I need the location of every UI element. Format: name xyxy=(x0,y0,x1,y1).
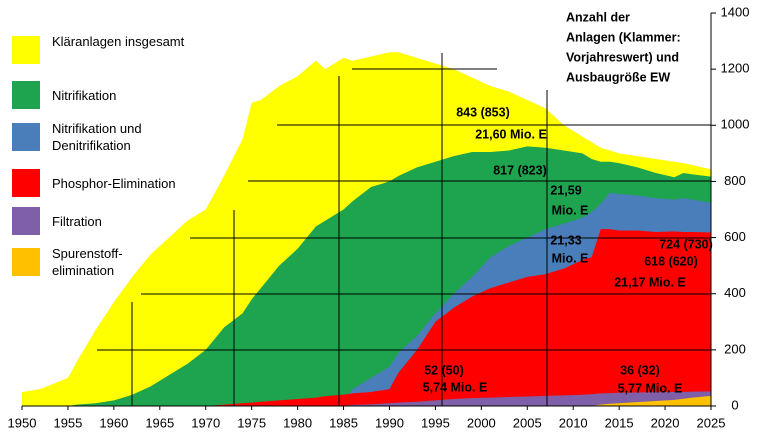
legend-swatch xyxy=(12,207,40,235)
annotation: 52 (50) xyxy=(424,363,464,377)
x-tick-label: 1965 xyxy=(145,415,174,430)
legend-label: Kläranlagen insgesamt xyxy=(52,34,185,49)
annotation: 5,77 Mio. E xyxy=(618,381,683,395)
legend-swatch xyxy=(12,248,40,276)
legend-label: Nitrifikation und Denitrifikation xyxy=(52,121,142,153)
chart-title: Anzahl der xyxy=(566,10,630,24)
annotation: 618 (620) xyxy=(644,254,698,268)
area xyxy=(22,395,711,406)
annotation: 21,33 xyxy=(550,233,581,247)
x-tick-label: 1995 xyxy=(421,415,450,430)
y-tick-label: 1400 xyxy=(721,4,750,19)
annotation: Mio. E xyxy=(552,251,589,265)
x-tick-label: 2015 xyxy=(605,415,634,430)
legend-swatch xyxy=(12,123,40,151)
y-tick-label: 400 xyxy=(724,285,746,300)
y-tick-label: 0 xyxy=(731,397,738,412)
x-tick-label: 1950 xyxy=(8,415,37,430)
y-tick-label: 1200 xyxy=(721,61,750,76)
annotation: 36 (32) xyxy=(620,363,660,377)
chart-title: Ausbaugröße EW xyxy=(566,70,670,84)
y-tick-label: 800 xyxy=(724,173,746,188)
legend-swatch xyxy=(12,36,40,64)
x-tick-label: 2020 xyxy=(651,415,680,430)
x-tick-label: 2025 xyxy=(697,415,726,430)
legend-swatch xyxy=(12,169,40,197)
guide-lines xyxy=(97,53,711,406)
y-tick-label: 600 xyxy=(724,229,746,244)
chart-title: Vorjahreswert) und xyxy=(566,50,679,64)
x-tick-label: 1960 xyxy=(99,415,128,430)
x-tick-label: 1955 xyxy=(53,415,82,430)
x-tick-label: 1975 xyxy=(237,415,266,430)
legend-swatch xyxy=(12,81,40,109)
x-tick-label: 1985 xyxy=(329,415,358,430)
area xyxy=(22,391,711,406)
areas xyxy=(22,52,711,407)
annotation: 21,59 xyxy=(550,183,581,197)
annotation: 817 (823) xyxy=(493,163,547,177)
annotation: 843 (853) xyxy=(456,105,510,119)
area xyxy=(22,229,711,406)
x-tick-label: 1990 xyxy=(375,415,404,430)
chart-title: Anlagen (Klammer: xyxy=(566,30,681,44)
x-tick-label: 1980 xyxy=(283,415,312,430)
legend-label: Nitrifikation xyxy=(52,87,117,103)
annotation: 21,17 Mio. E xyxy=(614,275,686,289)
x-tick-label: 2010 xyxy=(559,415,588,430)
x-tick-label: 1970 xyxy=(191,415,220,430)
annotation: 724 (730) xyxy=(659,237,713,251)
x-tick-label: 2005 xyxy=(513,415,542,430)
legend-label: Spurenstoff-elimination xyxy=(52,246,123,278)
x-tick-label: 2000 xyxy=(467,415,496,430)
legend-label: Filtration xyxy=(52,213,102,229)
annotation: Mio. E xyxy=(552,203,589,217)
legend-label: Phosphor-Elimination xyxy=(52,175,176,191)
annotation: 21,60 Mio. E xyxy=(475,127,547,141)
y-tick-label: 200 xyxy=(724,341,746,356)
y-tick-label: 1000 xyxy=(721,117,750,132)
annotation: 5,74 Mio. E xyxy=(423,380,488,394)
